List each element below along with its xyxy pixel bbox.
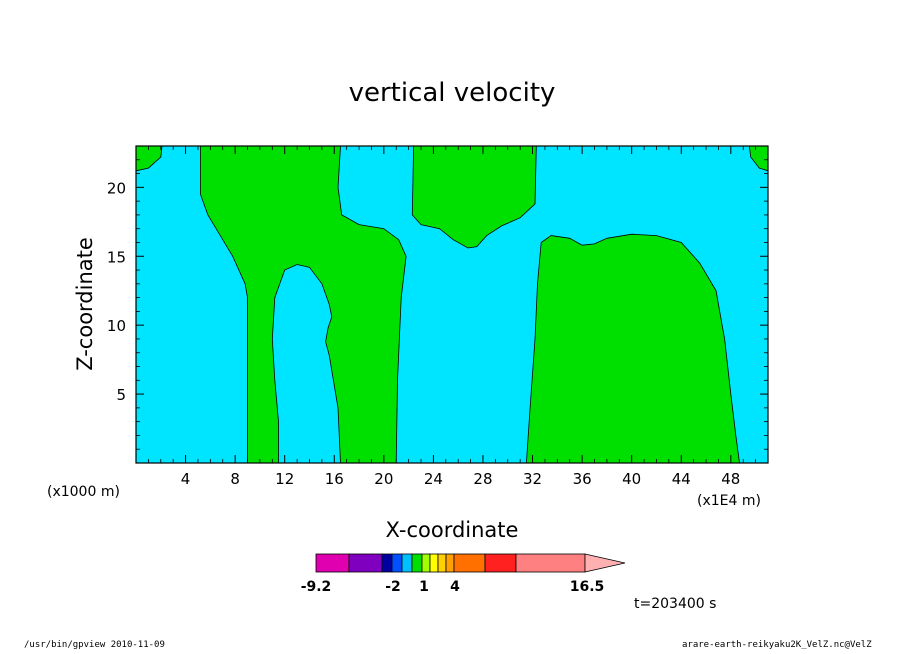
y-tick-label: 20: [107, 179, 126, 197]
x-tick-label: 36: [573, 470, 592, 488]
colorbar-segment: [315, 553, 350, 573]
colorbar-segment: [515, 553, 586, 573]
colorbar-segment: [429, 553, 439, 573]
footer-left: /usr/bin/gpview 2010-11-09: [24, 640, 165, 650]
colorbar-tick-label: -2: [385, 579, 401, 595]
colorbar-segment: [348, 553, 383, 573]
x-tick-label: 44: [672, 470, 691, 488]
colorbar-tick-label: 1: [419, 579, 429, 595]
x-axis: 4 8 12 16 20 24 28 32 36 40 44 48: [147, 146, 757, 488]
y-axis: 5 10 15 20: [107, 159, 768, 450]
contour-region: [525, 233, 740, 463]
colorbar-tick-label: -9.2: [301, 579, 332, 595]
plot-area: [135, 145, 769, 464]
colorbar-segment: [445, 553, 455, 573]
contour-region: [200, 146, 407, 463]
colorbar-arrow: [584, 553, 626, 573]
contour-region: [748, 146, 768, 172]
colorbar-segment: [421, 553, 431, 573]
colorbar: -9.2 -2 1 4 16.5: [301, 553, 626, 595]
plot-frame: [135, 145, 769, 464]
colorbar-segment: [381, 553, 393, 573]
x-tick-label: 12: [275, 470, 294, 488]
x-tick-label: 48: [721, 470, 740, 488]
y-tick-label: 5: [116, 386, 126, 404]
y-tick-label: 15: [107, 248, 126, 266]
colorbar-tick-label: 16.5: [570, 579, 605, 595]
x-tick-label: 28: [473, 470, 492, 488]
colorbar-segment: [411, 553, 423, 573]
x-tick-label: 32: [523, 470, 542, 488]
y-tick-label: 10: [107, 317, 126, 335]
colorbar-segment: [437, 553, 447, 573]
colorbar-segment: [484, 553, 517, 573]
y-axis-label: Z-coordinate: [73, 237, 97, 371]
colorbar-segment: [401, 553, 413, 573]
footer-right: arare-earth-reikyaku2K_VelZ.nc@VelZ: [682, 640, 872, 650]
x-unit-left: (x1000 m): [47, 484, 120, 500]
chart-title: vertical velocity: [349, 78, 556, 108]
x-axis-label: X-coordinate: [386, 518, 519, 542]
x-tick-label: 4: [181, 470, 191, 488]
colorbar-tick-label: 4: [450, 579, 460, 595]
contour-region: [411, 146, 537, 249]
colorbar-segment: [453, 553, 486, 573]
x-tick-label: 16: [325, 470, 344, 488]
colorbar-segment: [391, 553, 403, 573]
x-unit-right: (x1E4 m): [697, 493, 761, 509]
x-tick-label: 24: [424, 470, 443, 488]
time-label: t=203400 s: [634, 596, 716, 612]
x-tick-label: 20: [374, 470, 393, 488]
x-tick-label: 8: [230, 470, 240, 488]
contour-region: [136, 146, 163, 172]
x-tick-label: 40: [622, 470, 641, 488]
